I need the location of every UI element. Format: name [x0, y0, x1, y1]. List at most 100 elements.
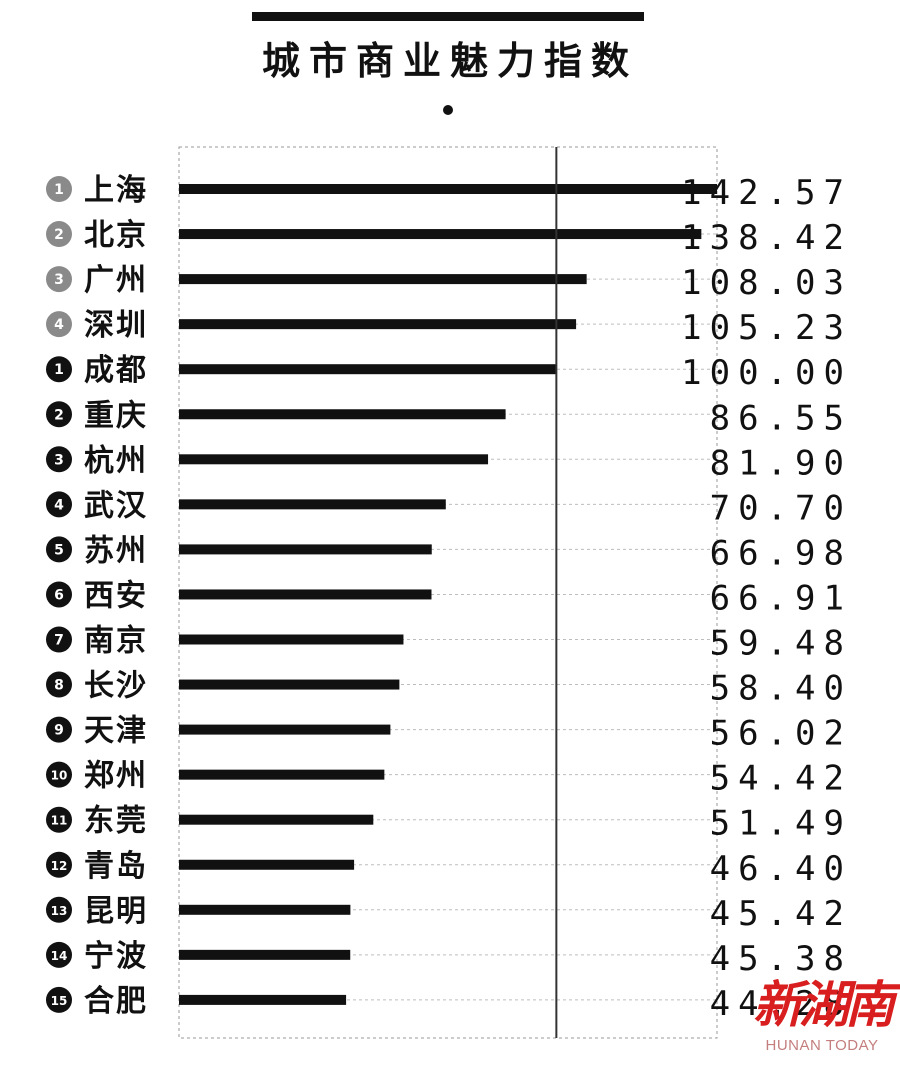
category-label: 重庆 — [84, 398, 148, 433]
rank-number: 4 — [54, 497, 64, 513]
value-label: 142.57 — [681, 173, 852, 213]
category-label: 宁波 — [84, 939, 148, 974]
rank-number: 14 — [51, 949, 68, 963]
rank-badge — [46, 626, 72, 653]
value-label: 45.42 — [710, 894, 852, 934]
category-label: 长沙 — [84, 669, 148, 704]
category-label: 昆明 — [84, 894, 148, 929]
value-label: 46.40 — [710, 849, 852, 889]
watermark-logo-cn: 新湖南 — [753, 975, 895, 1034]
bar — [179, 859, 355, 870]
category-label: 北京 — [84, 218, 148, 253]
bar — [179, 634, 404, 645]
rank-number: 9 — [54, 723, 64, 739]
category-label: 郑州 — [84, 759, 148, 794]
rank-badge — [46, 491, 72, 518]
bar — [179, 544, 432, 555]
rank-number: 12 — [51, 859, 68, 873]
value-label: 58.40 — [710, 669, 852, 709]
bar — [179, 364, 557, 375]
rank-number: 5 — [54, 542, 64, 558]
bar — [179, 904, 351, 915]
value-label: 66.98 — [710, 533, 852, 573]
rank-badge — [46, 446, 72, 473]
rank-badge — [46, 941, 72, 968]
value-label: 59.48 — [710, 624, 852, 664]
bar — [179, 184, 717, 194]
category-label: 青岛 — [84, 849, 148, 884]
bar — [179, 274, 587, 285]
rank-badge — [46, 806, 72, 833]
value-label: 81.90 — [710, 443, 852, 483]
rank-number: 2 — [54, 407, 64, 423]
value-label: 86.55 — [710, 398, 852, 438]
rank-badge — [46, 356, 72, 383]
rank-badge — [46, 671, 72, 698]
title-dot — [443, 105, 453, 115]
rank-badge — [46, 896, 72, 923]
rank-number: 4 — [54, 317, 64, 333]
rank-number: 6 — [54, 587, 64, 603]
top-rule — [252, 12, 644, 21]
category-label: 南京 — [84, 624, 148, 659]
bar — [179, 499, 446, 510]
rank-number: 3 — [54, 452, 64, 468]
rank-badge — [46, 401, 72, 428]
rank-badge — [46, 536, 72, 563]
rank-number: 15 — [51, 994, 68, 1008]
rank-badge — [46, 851, 72, 878]
bar — [179, 769, 385, 780]
chart-title: 城市商业魅力指数 — [261, 39, 638, 83]
bar — [179, 409, 506, 420]
bar — [179, 319, 577, 330]
rank-badge — [46, 176, 72, 202]
category-label: 广州 — [84, 263, 148, 298]
value-label: 108.03 — [681, 263, 852, 303]
rank-number: 3 — [54, 272, 64, 288]
category-label: 深圳 — [84, 308, 148, 343]
bar — [179, 814, 374, 825]
value-label: 54.42 — [710, 759, 852, 799]
rank-badge — [46, 311, 72, 338]
category-label: 西安 — [84, 578, 148, 613]
category-label: 苏州 — [84, 533, 148, 568]
bar — [179, 589, 432, 600]
rank-badge — [46, 986, 72, 1013]
rank-badge — [46, 221, 72, 248]
bar — [179, 454, 489, 465]
bar — [179, 229, 702, 240]
category-label: 成都 — [84, 353, 148, 388]
category-label: 合肥 — [84, 984, 148, 1019]
category-label: 上海 — [84, 173, 148, 208]
value-label: 70.70 — [710, 488, 852, 528]
rank-number: 1 — [54, 362, 64, 378]
watermark-logo-en: HUNAN TODAY — [765, 1037, 879, 1054]
value-label: 66.91 — [710, 578, 852, 618]
rank-number: 10 — [51, 769, 68, 783]
value-label: 100.00 — [681, 353, 852, 393]
watermark-logo: 新湖南 HUNAN TODAY — [752, 975, 895, 1055]
bar — [179, 949, 351, 960]
rank-badge — [46, 716, 72, 743]
bar — [179, 724, 391, 735]
rank-number: 13 — [51, 904, 68, 918]
value-label: 56.02 — [710, 714, 852, 754]
rank-number: 2 — [54, 227, 64, 243]
bar — [179, 679, 400, 690]
rank-number: 11 — [51, 814, 68, 828]
value-label: 138.42 — [681, 218, 852, 258]
value-label: 51.49 — [710, 804, 852, 844]
category-label: 天津 — [84, 714, 148, 749]
bar — [179, 994, 347, 1005]
rank-badge — [46, 266, 72, 293]
rank-number: 1 — [54, 182, 64, 198]
value-label: 105.23 — [681, 308, 852, 348]
rank-badge — [46, 581, 72, 608]
category-label: 杭州 — [84, 443, 148, 478]
rank-number: 8 — [54, 678, 64, 694]
rank-number: 7 — [54, 633, 64, 649]
category-label: 武汉 — [84, 488, 148, 523]
value-label: 45.38 — [710, 939, 852, 979]
value-label: 44.28 — [710, 984, 852, 1024]
